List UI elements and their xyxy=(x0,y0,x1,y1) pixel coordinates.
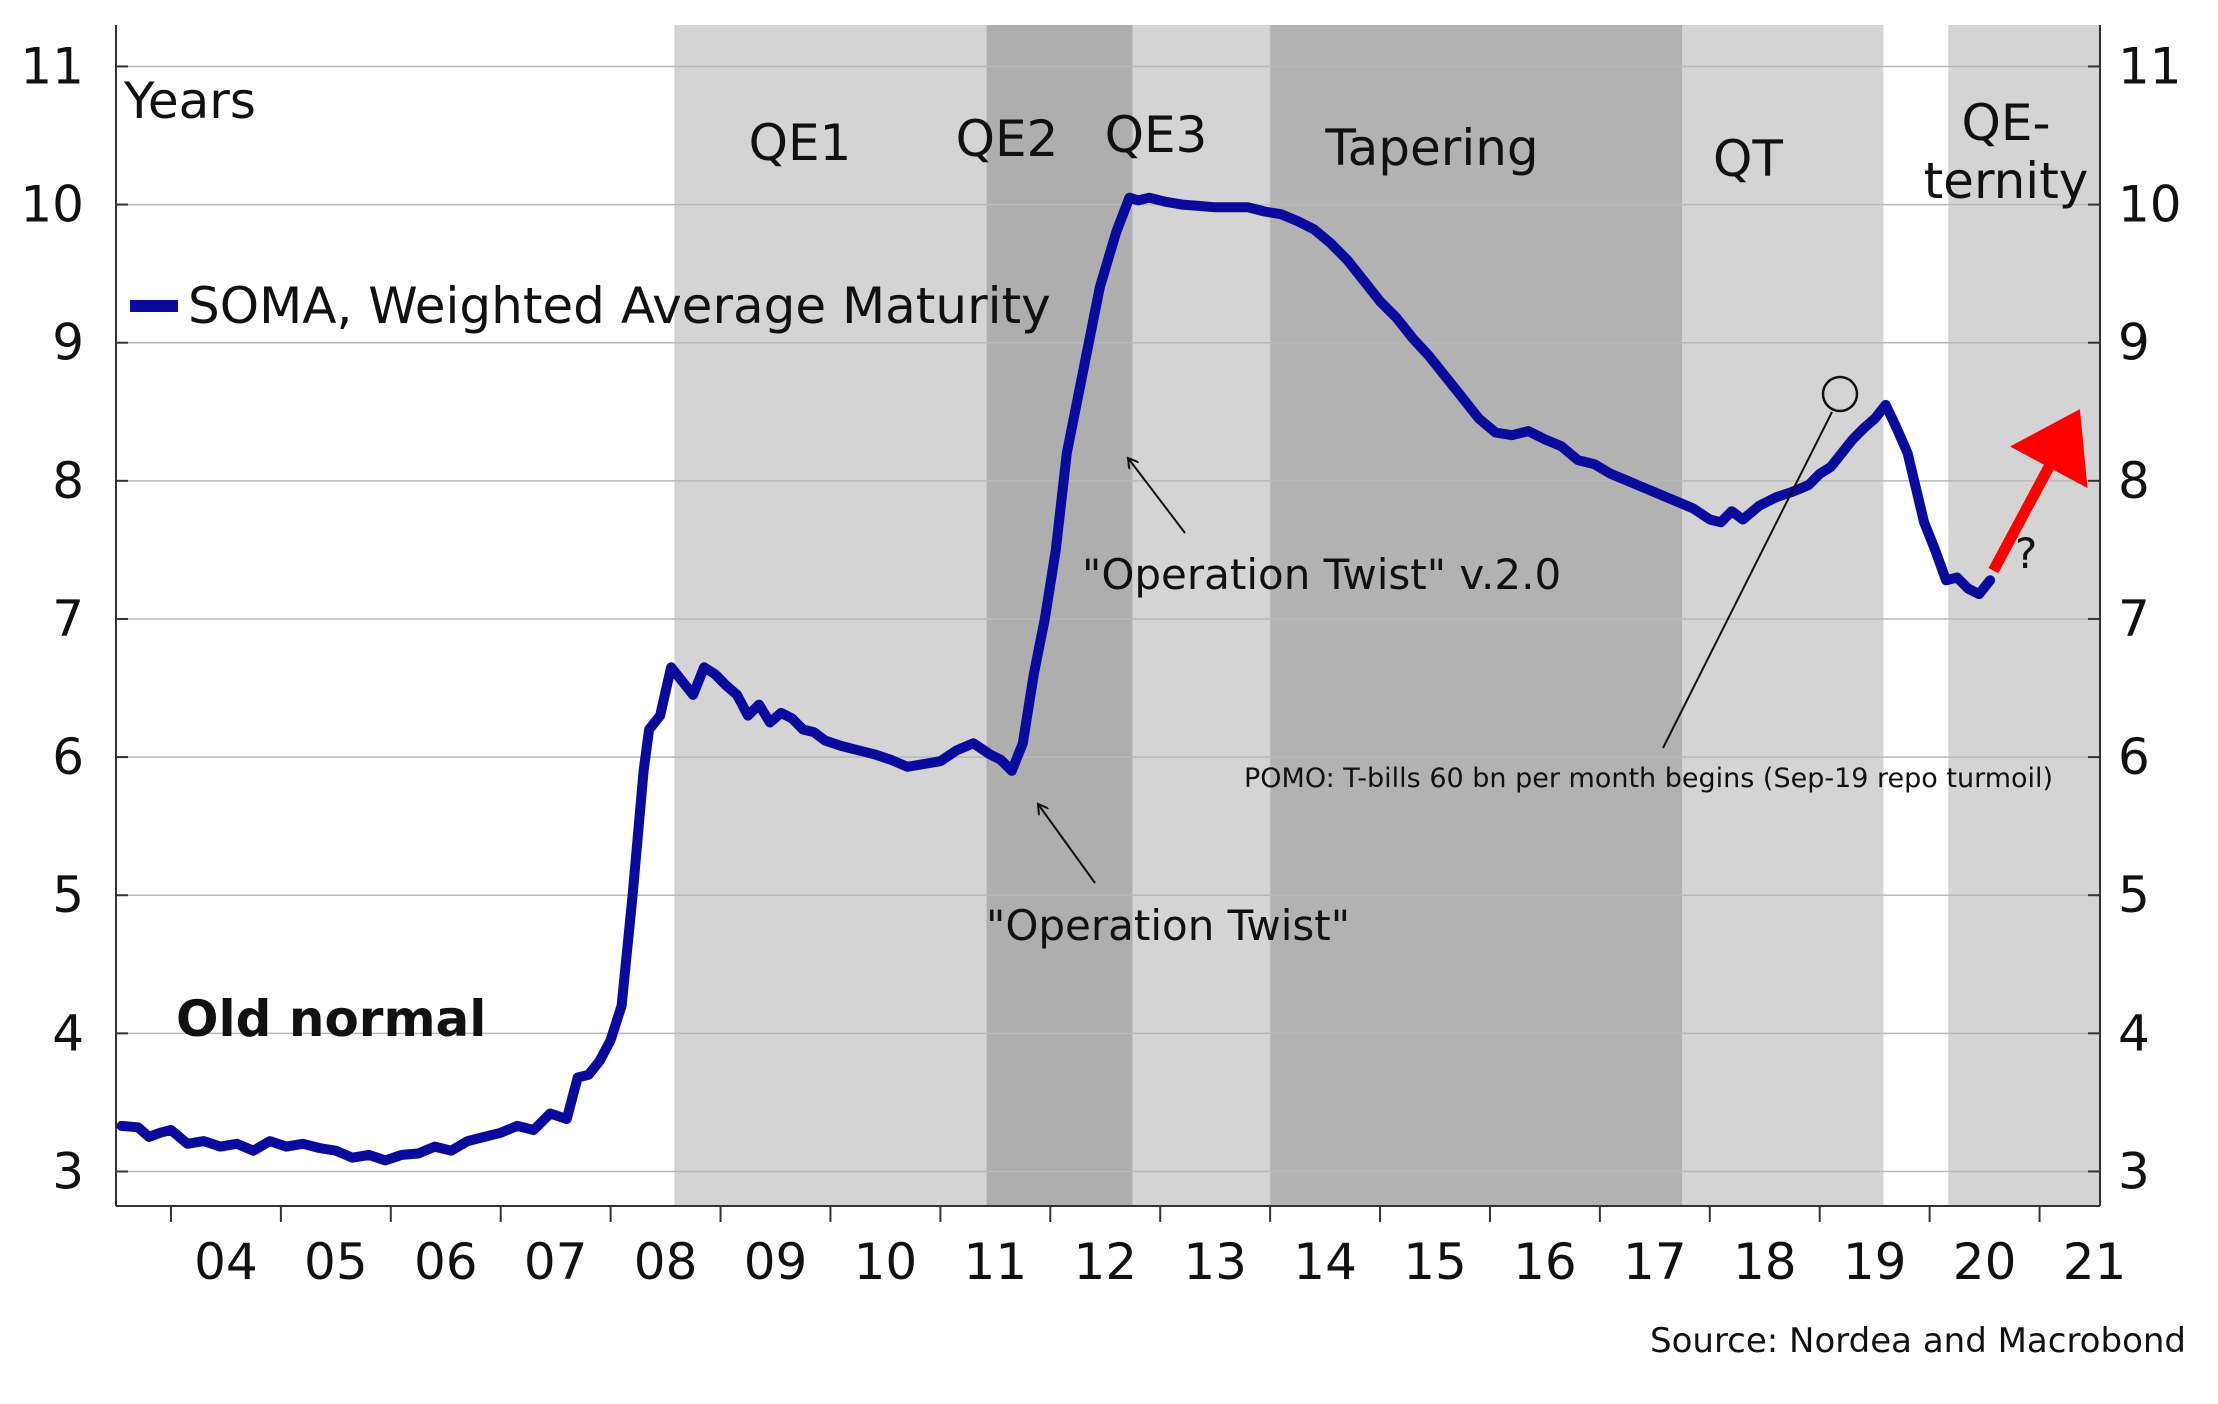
period-label-1: QE2 xyxy=(956,110,1059,168)
period-label-4: QT xyxy=(1713,130,1783,188)
region-4 xyxy=(1682,25,1884,1206)
operation-twist-v2-arrow xyxy=(1128,458,1186,534)
xtick-label-21: 21 xyxy=(2063,1233,2127,1291)
period-label-line: Tapering xyxy=(1324,119,1538,177)
x-tick-marks-and-labels: 04 05 06 07 08 09 10 11 12 13 14 15 16 17 18 19 20 21 xyxy=(169,1206,2127,1291)
period-label-3: Tapering xyxy=(1324,119,1538,177)
region-2 xyxy=(1132,25,1271,1206)
series-line-soma-wam xyxy=(116,192,1996,1166)
operation-twist-arrow xyxy=(1038,804,1096,884)
right-y-tick-labels: 3 4 5 6 7 8 9 10 11 xyxy=(2088,37,2182,1200)
period-label-2: QE3 xyxy=(1105,106,1208,164)
xtick-label-11: 11 xyxy=(964,1233,1028,1291)
left-ytick-label-8: 8 xyxy=(52,452,84,510)
left-y-tick-labels: 3 4 5 6 7 8 9 10 11 xyxy=(20,37,128,1200)
period-label-line: QT xyxy=(1713,130,1783,188)
annotation-pomo: POMO: T-bills 60 bn per month begins (Se… xyxy=(1244,763,2053,794)
xtick-label-12: 12 xyxy=(1073,1233,1137,1291)
region-1 xyxy=(986,25,1133,1206)
period-labels: QE1 QE2 QE3 Tapering QT QE-ternity xyxy=(749,94,2089,210)
period-label-5: QE-ternity xyxy=(1924,94,2089,210)
right-ytick-label-3: 3 xyxy=(2118,1142,2150,1200)
left-ytick-label-6: 6 xyxy=(52,728,84,786)
pomo-pointer-line xyxy=(1662,411,1833,749)
xtick-label-04: 04 xyxy=(194,1233,258,1291)
y-axis-label: Years xyxy=(123,72,256,130)
xtick-label-06: 06 xyxy=(414,1233,478,1291)
peak-marker-circle xyxy=(1821,375,1859,413)
region-0 xyxy=(674,25,987,1206)
period-label-line: QE1 xyxy=(749,114,852,172)
xtick-label-18: 18 xyxy=(1733,1233,1797,1291)
period-label-line: QE3 xyxy=(1105,106,1208,164)
right-ytick-label-8: 8 xyxy=(2118,452,2150,510)
forecast-arrow xyxy=(1988,409,2088,574)
annotation-old-normal: Old normal xyxy=(176,990,486,1048)
annotation-question: ? xyxy=(2015,529,2037,578)
right-ytick-label-10: 10 xyxy=(2118,176,2182,234)
xtick-label-09: 09 xyxy=(744,1233,808,1291)
right-ytick-label-6: 6 xyxy=(2118,728,2150,786)
axes xyxy=(115,25,2101,1207)
left-ytick-label-3: 3 xyxy=(52,1142,84,1200)
right-ytick-label-11: 11 xyxy=(2118,37,2182,95)
xtick-label-15: 15 xyxy=(1403,1233,1467,1291)
left-ytick-label-7: 7 xyxy=(52,590,84,648)
region-3 xyxy=(1270,25,1683,1206)
period-label-line: ternity xyxy=(1924,152,2089,210)
right-ytick-label-9: 9 xyxy=(2118,314,2150,372)
left-ytick-label-11: 11 xyxy=(20,37,84,95)
xtick-label-13: 13 xyxy=(1183,1233,1247,1291)
xtick-label-08: 08 xyxy=(634,1233,698,1291)
shaded-period-regions xyxy=(674,25,2100,1206)
right-ytick-label-5: 5 xyxy=(2118,866,2150,924)
period-label-0: QE1 xyxy=(749,114,852,172)
right-ytick-label-4: 4 xyxy=(2118,1004,2150,1062)
legend: SOMA, Weighted Average Maturity xyxy=(130,277,1051,335)
xtick-label-19: 19 xyxy=(1843,1233,1907,1291)
left-ytick-label-10: 10 xyxy=(20,176,84,234)
source-note: Source: Nordea and Macrobond xyxy=(1650,1321,2186,1361)
annotation-operation-twist: "Operation Twist" xyxy=(986,901,1350,950)
xtick-label-20: 20 xyxy=(1953,1233,2017,1291)
annotation-operation-twist-v2: "Operation Twist" v.2.0 xyxy=(1082,550,1561,599)
region-5 xyxy=(1948,25,2100,1206)
period-label-line: QE2 xyxy=(956,110,1059,168)
horizontal-gridlines xyxy=(116,65,2100,1173)
xtick-label-05: 05 xyxy=(304,1233,368,1291)
xtick-label-14: 14 xyxy=(1293,1233,1357,1291)
right-ytick-label-7: 7 xyxy=(2118,590,2150,648)
left-ytick-label-5: 5 xyxy=(52,866,84,924)
left-ytick-label-9: 9 xyxy=(52,314,84,372)
left-ytick-label-4: 4 xyxy=(52,1004,84,1062)
legend-label: SOMA, Weighted Average Maturity xyxy=(188,277,1051,335)
xtick-label-16: 16 xyxy=(1513,1233,1577,1291)
period-label-line: QE- xyxy=(1962,94,2051,152)
xtick-label-07: 07 xyxy=(524,1233,588,1291)
xtick-label-10: 10 xyxy=(854,1233,918,1291)
xtick-label-17: 17 xyxy=(1623,1233,1687,1291)
